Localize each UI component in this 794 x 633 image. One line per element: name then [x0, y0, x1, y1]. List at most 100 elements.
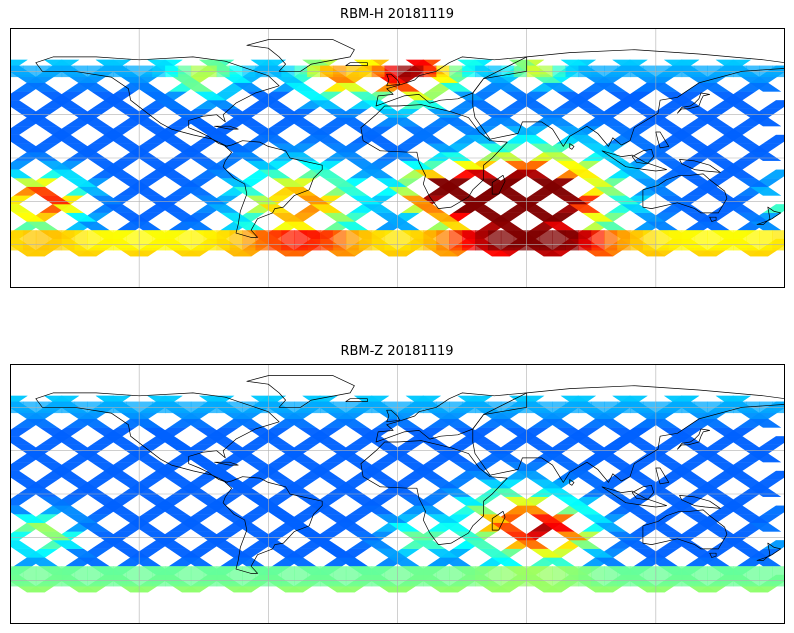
track-segment — [504, 531, 536, 541]
track-segment — [401, 496, 433, 506]
track-segment — [143, 427, 174, 437]
track-segment — [143, 195, 174, 205]
coastline-philippines — [655, 131, 670, 149]
track-segment — [78, 522, 110, 532]
track-segment — [10, 100, 32, 109]
track-segment — [143, 531, 174, 541]
track-segment — [478, 212, 510, 222]
track-segment — [207, 100, 239, 109]
track-segment — [10, 462, 32, 471]
polar-band-cell — [578, 230, 592, 251]
track-segment — [130, 418, 162, 428]
track-segment — [220, 212, 252, 222]
track-segment — [246, 496, 278, 506]
track-segment — [750, 221, 782, 231]
track-segment — [336, 221, 368, 231]
coastline-new-zealand — [756, 206, 782, 225]
track-segment — [95, 395, 123, 402]
track-segment — [763, 169, 785, 179]
track-segment — [608, 462, 639, 471]
track-segment — [750, 117, 782, 127]
polar-band-cell — [152, 230, 166, 251]
track-segment — [362, 540, 394, 549]
track-segment — [65, 143, 97, 153]
track-segment — [388, 418, 420, 428]
track-segment — [724, 505, 756, 515]
polar-band-cell — [332, 566, 347, 587]
track-segment — [104, 470, 136, 480]
track-segment — [737, 444, 769, 454]
polar-band-cell — [475, 230, 489, 251]
track-segment — [737, 178, 769, 187]
coastline-indonesia — [601, 486, 667, 508]
track-segment — [104, 169, 136, 179]
track-segment — [763, 470, 785, 480]
track-segment — [582, 108, 614, 118]
coastline-japan — [677, 428, 711, 450]
track-segment — [194, 427, 226, 437]
track-segment — [323, 143, 355, 153]
track-segment — [582, 514, 614, 523]
track-segment — [323, 108, 355, 118]
track-segment — [78, 557, 110, 567]
track-segment — [750, 186, 782, 196]
track-segment — [582, 479, 614, 489]
track-segment — [633, 444, 665, 454]
track-segment — [375, 548, 407, 558]
track-segment — [543, 152, 575, 161]
track-segment — [440, 418, 472, 428]
track-segment — [685, 444, 717, 454]
polar-band-cell — [668, 566, 683, 587]
track-segment — [659, 160, 691, 170]
track-segment — [65, 108, 97, 118]
track-segment — [737, 143, 769, 153]
track-segment — [530, 108, 562, 118]
track-segment — [117, 444, 149, 454]
polar-band-cell — [500, 230, 515, 251]
track-segment — [233, 418, 265, 428]
track-segment — [517, 134, 549, 144]
track-segment — [52, 169, 84, 179]
track-segment — [478, 548, 510, 558]
polar-band-cell — [281, 230, 295, 251]
track-segment — [569, 540, 601, 549]
track-segment — [388, 221, 420, 231]
track-segment — [517, 436, 549, 445]
track-segment — [530, 479, 562, 489]
polar-band-cell — [22, 566, 37, 587]
track-segment — [78, 453, 110, 463]
track-segment — [285, 418, 317, 428]
coastline-caribbean — [214, 125, 239, 130]
track-segment — [612, 59, 639, 66]
polar-band-cell — [48, 566, 63, 587]
track-segment — [207, 436, 239, 445]
track-segment — [685, 479, 717, 489]
polar-band-cell — [268, 566, 282, 587]
coastline-africa — [360, 440, 508, 545]
track-segment — [65, 479, 97, 489]
track-segment — [711, 531, 743, 541]
track-segment — [560, 59, 588, 66]
track-segment — [233, 82, 265, 92]
track-segment — [78, 186, 110, 196]
track-segment — [582, 143, 614, 153]
track-segment — [388, 557, 420, 567]
track-segment — [595, 453, 627, 463]
track-segment — [646, 557, 678, 567]
track-segment — [569, 470, 601, 480]
track-segment — [414, 100, 446, 109]
track-segment — [414, 134, 446, 144]
track-segment — [491, 152, 523, 161]
track-segment — [375, 108, 407, 118]
track-segment — [233, 557, 265, 567]
track-segment — [715, 59, 743, 66]
track-segment — [181, 522, 213, 532]
polar-band-cell — [35, 566, 50, 587]
polar-band-cell — [423, 566, 437, 587]
track-segment — [349, 531, 381, 541]
track-segment — [10, 531, 32, 541]
track-segment — [646, 82, 678, 92]
track-segment — [336, 82, 368, 92]
track-segment — [621, 470, 652, 480]
track-segment — [427, 479, 459, 489]
